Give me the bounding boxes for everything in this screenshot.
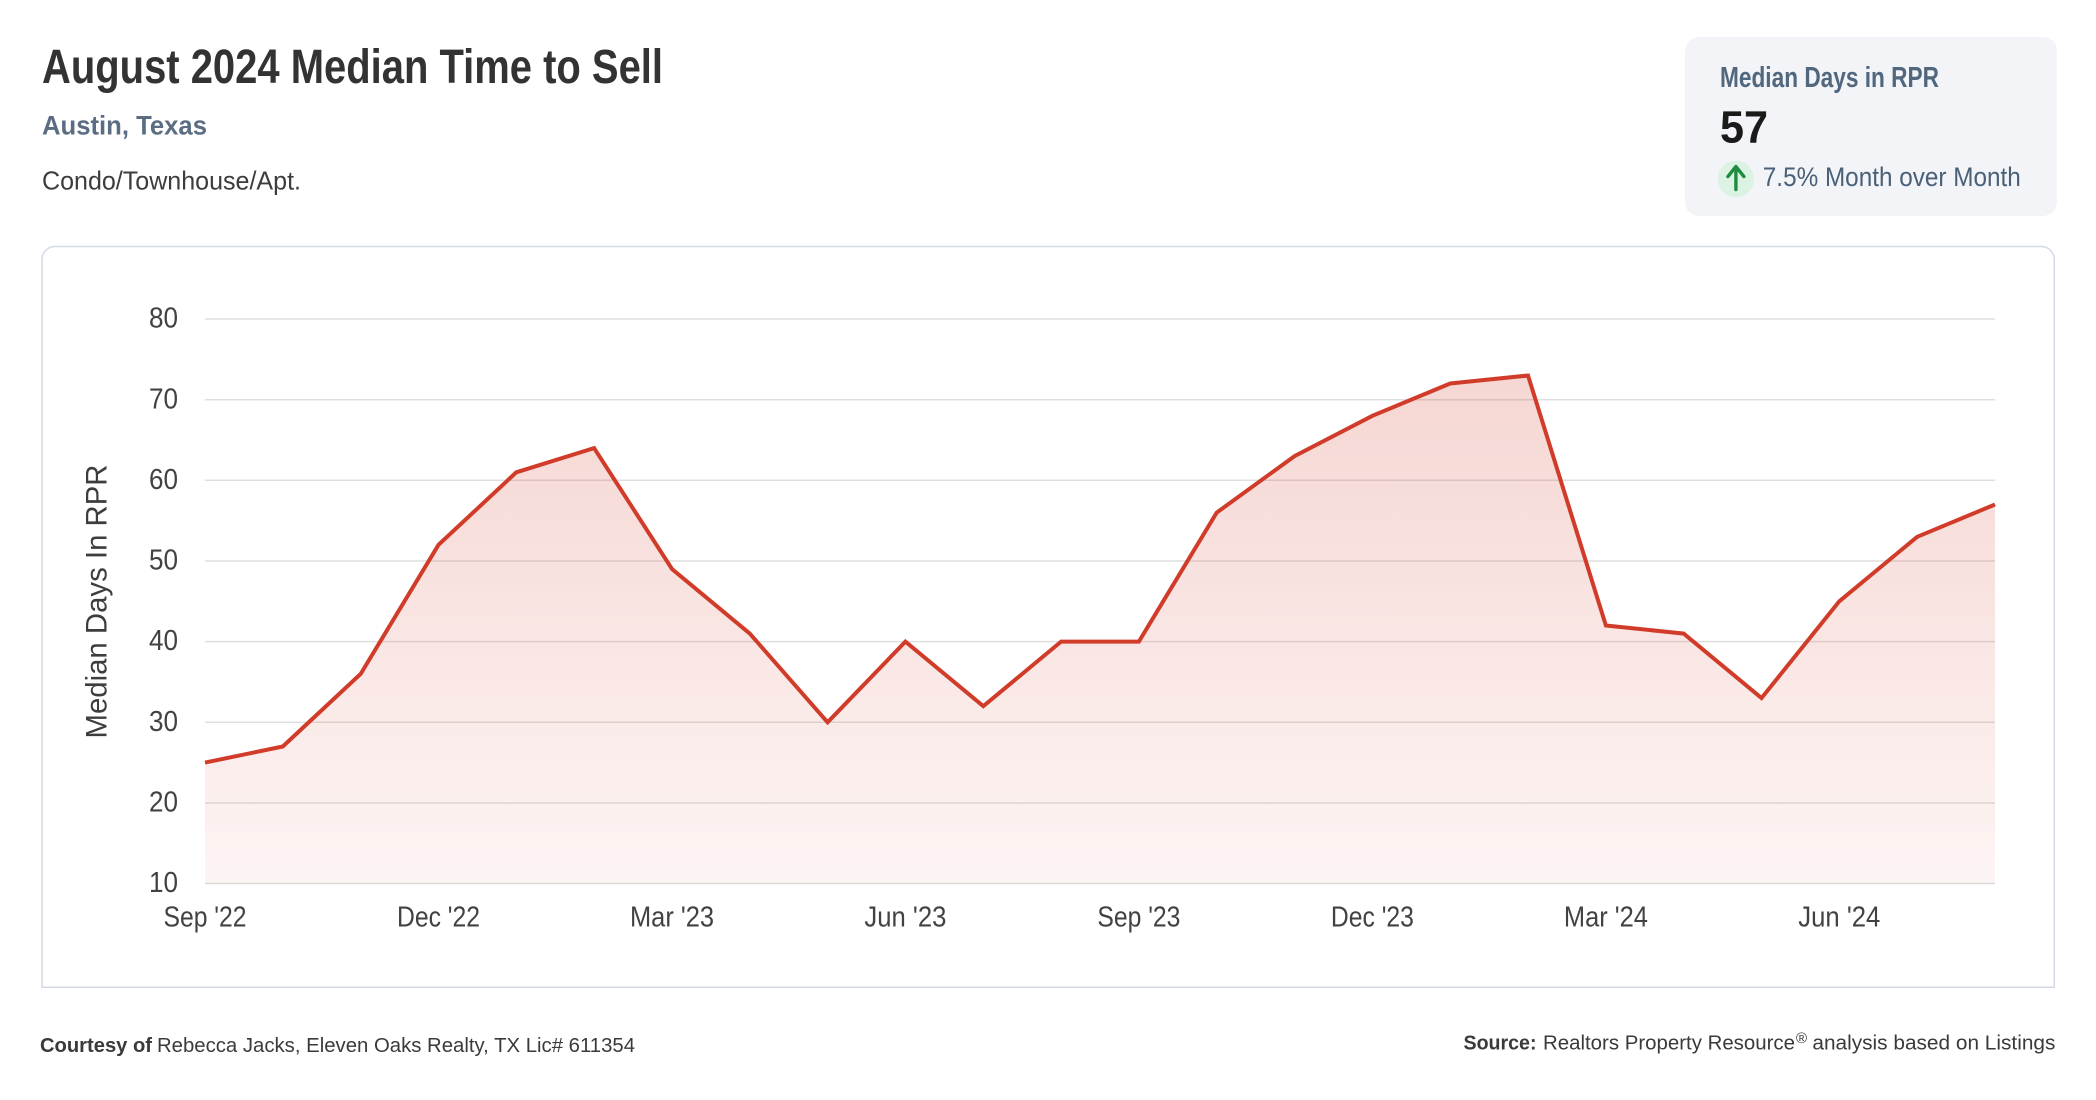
svg-text:Mar '24: Mar '24	[1564, 902, 1648, 934]
svg-text:Dec '23: Dec '23	[1331, 902, 1414, 934]
svg-text:Condo/Townhouse/Apt.: Condo/Townhouse/Apt.	[42, 166, 301, 196]
svg-text:80: 80	[149, 303, 178, 335]
svg-text:40: 40	[149, 625, 178, 657]
svg-text:70: 70	[149, 383, 178, 415]
svg-text:Austin, Texas: Austin, Texas	[42, 111, 207, 141]
svg-text:30: 30	[149, 706, 178, 738]
svg-text:August 2024 Median Time to Sel: August 2024 Median Time to Sell	[42, 41, 663, 94]
svg-text:Sep '23: Sep '23	[1097, 902, 1180, 934]
svg-text:Mar '23: Mar '23	[630, 902, 714, 934]
svg-text:Courtesy of: Courtesy of	[40, 1035, 152, 1057]
svg-text:57: 57	[1720, 101, 1768, 152]
svg-text:7.5% Month over Month: 7.5% Month over Month	[1763, 162, 2021, 192]
svg-text:®: ®	[1796, 1030, 1807, 1047]
svg-text:Sep '22: Sep '22	[164, 902, 247, 934]
svg-text:10: 10	[149, 867, 178, 899]
svg-text:60: 60	[149, 464, 178, 496]
svg-text:Dec '22: Dec '22	[397, 902, 480, 934]
svg-text:50: 50	[149, 545, 178, 577]
svg-text:Rebecca Jacks, Eleven Oaks Rea: Rebecca Jacks, Eleven Oaks Realty, TX Li…	[157, 1035, 635, 1057]
svg-text:Jun '23: Jun '23	[864, 902, 946, 934]
svg-text:Median Days In RPR: Median Days In RPR	[81, 465, 114, 739]
svg-text:Source:: Source:	[1464, 1033, 1537, 1055]
svg-text:Jun '24: Jun '24	[1798, 902, 1880, 934]
svg-text:Realtors Property Resource: Realtors Property Resource	[1543, 1033, 1795, 1055]
svg-text:analysis based on Listings: analysis based on Listings	[1812, 1033, 2055, 1055]
svg-text:20: 20	[149, 787, 178, 819]
svg-text:Median Days in RPR: Median Days in RPR	[1720, 62, 1939, 94]
